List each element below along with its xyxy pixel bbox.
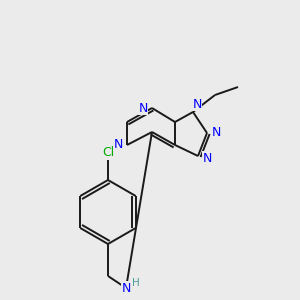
- Text: H: H: [132, 278, 140, 288]
- Text: Cl: Cl: [102, 146, 114, 160]
- Text: N: N: [138, 101, 148, 115]
- Text: N: N: [202, 152, 212, 164]
- Text: N: N: [192, 98, 202, 110]
- Text: N: N: [121, 281, 131, 295]
- Text: N: N: [211, 127, 221, 140]
- Text: N: N: [113, 139, 123, 152]
